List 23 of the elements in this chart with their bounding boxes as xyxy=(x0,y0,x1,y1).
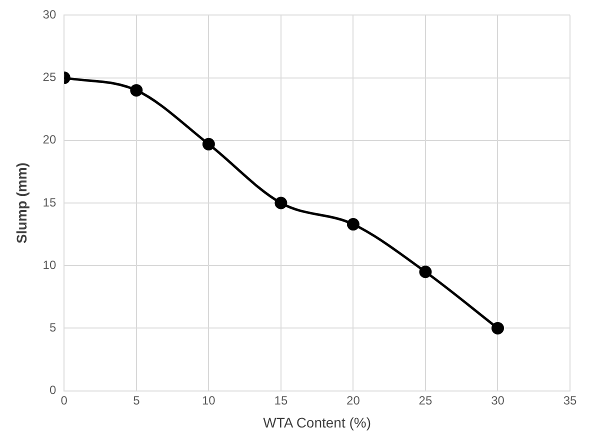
point xyxy=(346,218,360,231)
y-axis-title: Slump (mm) xyxy=(13,162,30,244)
point xyxy=(130,84,143,97)
x-tick-label: 15 xyxy=(274,393,288,408)
y-tick-label: 25 xyxy=(42,70,56,84)
x-tick-label: 5 xyxy=(133,393,140,408)
point xyxy=(274,196,288,210)
point xyxy=(202,138,215,150)
y-tick-label: 20 xyxy=(42,132,56,147)
y-tick-label: 30 xyxy=(42,8,56,22)
x-tick-label: 30 xyxy=(491,393,505,408)
y-tick-label: 0 xyxy=(49,383,56,398)
y-tick-label: 5 xyxy=(49,320,56,335)
x-tick-label: 25 xyxy=(418,393,432,408)
x-tick-label: 0 xyxy=(60,393,68,408)
x-axis-title: WTA Content (%) xyxy=(263,414,372,430)
x-tick-label: 20 xyxy=(346,393,360,408)
x-tick-label: 35 xyxy=(563,393,577,408)
point xyxy=(491,322,504,334)
y-tick-label: 15 xyxy=(42,195,56,210)
x-tick-label: 10 xyxy=(202,393,216,408)
y-tick-label: 10 xyxy=(42,258,56,272)
point xyxy=(419,266,432,278)
